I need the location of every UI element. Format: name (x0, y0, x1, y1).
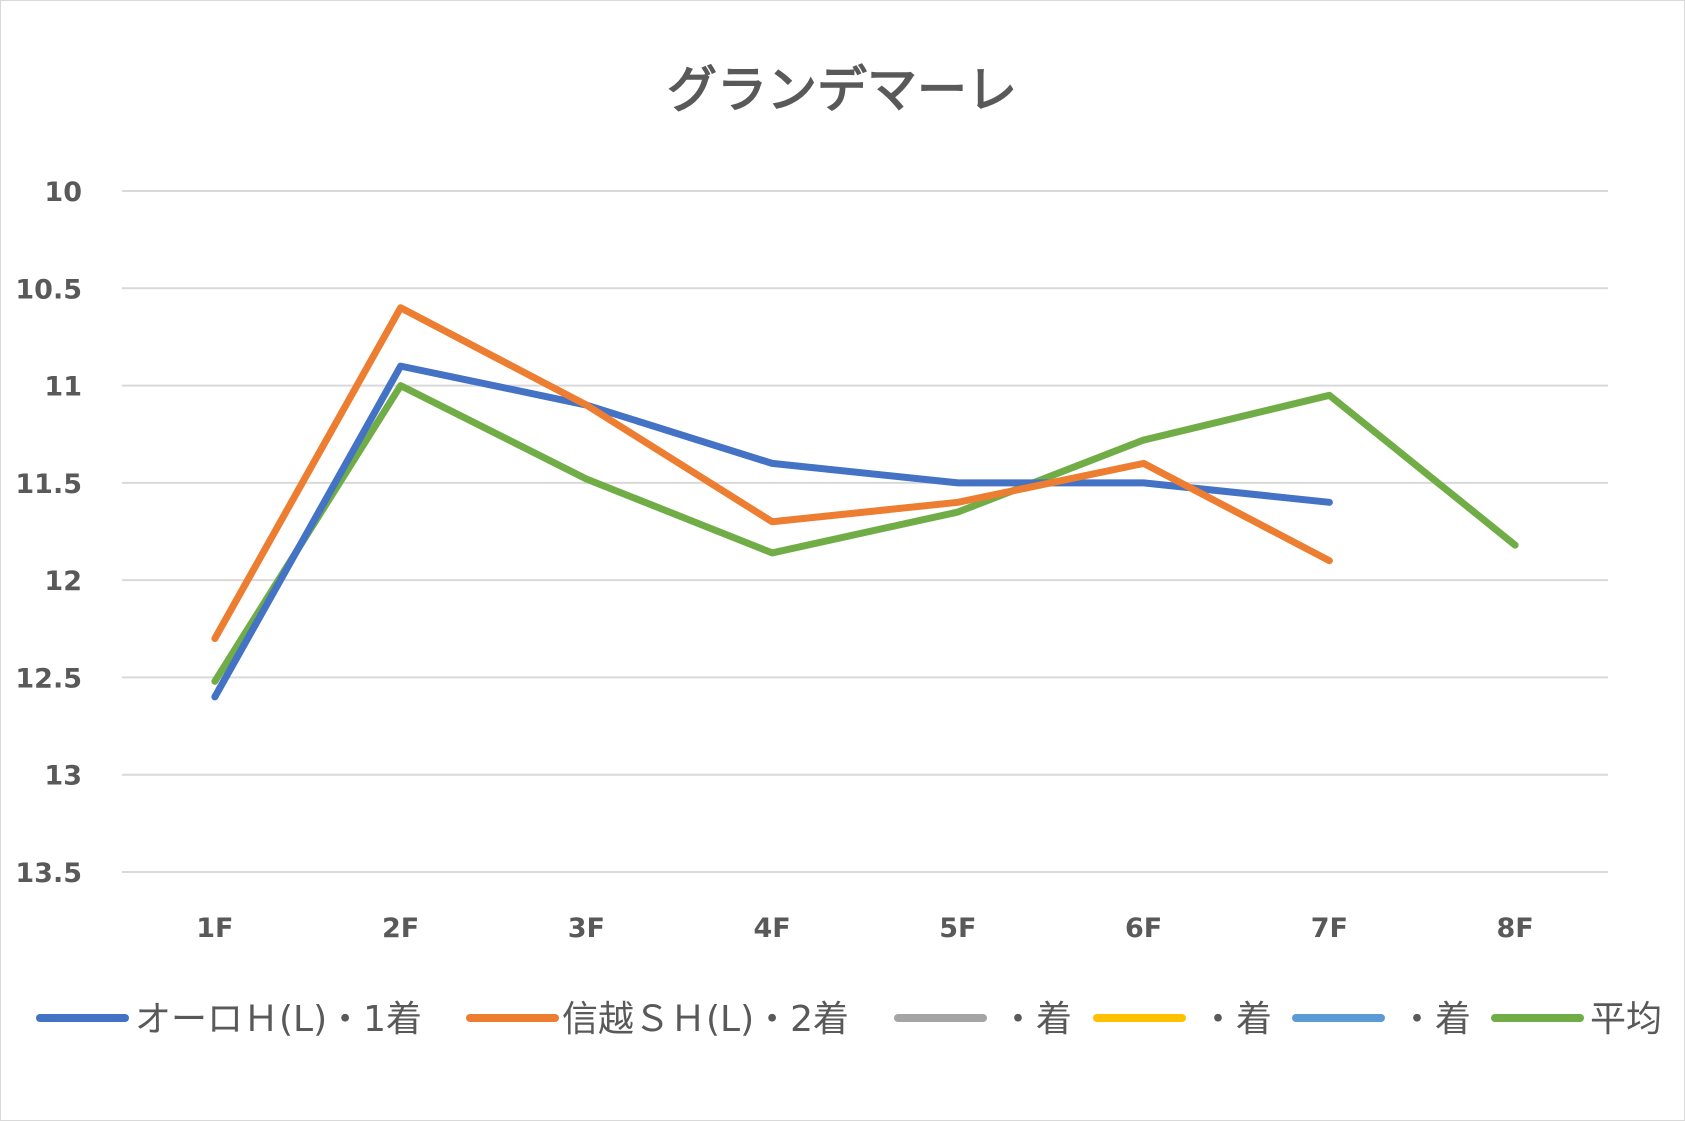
x-tick-label: 3F (568, 913, 605, 944)
series-line (211, 362, 1333, 701)
y-axis-tick-labels: 10 10.5 11 11.5 12 12.5 13 13.5 (15, 177, 82, 889)
x-tick-label: 4F (754, 913, 791, 944)
legend-label: ・着 (1200, 999, 1272, 1040)
x-tick-label: 7F (1311, 913, 1348, 944)
x-axis-tick-labels: 1F 2F 3F 4F 5F 6F 7F 8F (196, 913, 1533, 944)
x-tick-label: 6F (1125, 913, 1162, 944)
y-tick-label: 12 (44, 566, 82, 597)
legend-label: ・着 (1399, 999, 1471, 1040)
y-tick-label: 10 (44, 177, 82, 208)
y-tick-label: 10.5 (15, 274, 82, 305)
series-lines (211, 304, 1519, 701)
legend-label: ・着 (1000, 999, 1072, 1040)
y-tick-label: 11 (44, 372, 82, 403)
legend-label: 平均 (1590, 999, 1662, 1040)
legend-label: 信越ＳＨ(L)・2着 (562, 999, 849, 1040)
y-tick-label: 12.5 (15, 663, 82, 694)
x-tick-label: 1F (196, 913, 233, 944)
legend: オーロＨ(L)・1着 信越ＳＨ(L)・2着 ・着 ・着 ・着 平均 (36, 999, 1662, 1040)
y-tick-label: 13 (44, 761, 82, 792)
x-tick-label: 2F (382, 913, 419, 944)
series-line (211, 304, 1333, 643)
chart-title: グランデマーレ (667, 61, 1017, 119)
y-tick-label: 13.5 (15, 858, 82, 889)
gridlines (122, 190, 1608, 873)
x-tick-label: 5F (939, 913, 976, 944)
x-tick-label: 8F (1497, 913, 1534, 944)
series-line (211, 382, 1519, 685)
legend-label: オーロＨ(L)・1着 (135, 999, 422, 1040)
y-tick-label: 11.5 (15, 469, 82, 500)
